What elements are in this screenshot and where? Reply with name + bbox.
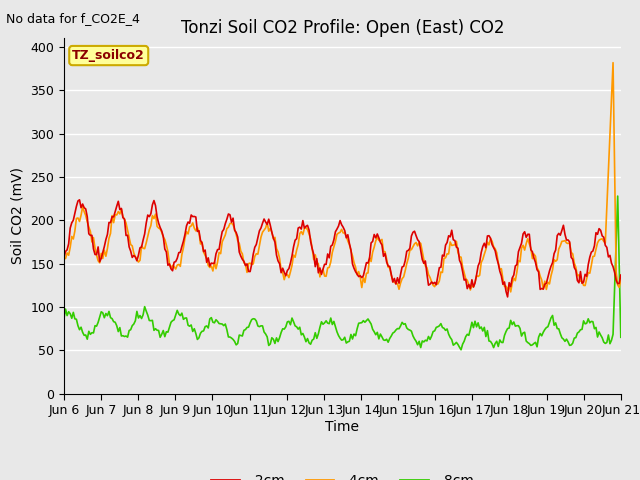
-8cm [457,347,465,353]
-4cm [244,261,252,266]
-2cm [246,269,254,275]
-2cm [228,219,236,225]
-2cm [617,272,625,278]
-8cm [244,324,252,330]
-4cm [60,256,68,262]
Y-axis label: Soil CO2 (mV): Soil CO2 (mV) [11,168,25,264]
-4cm [507,289,515,295]
-4cm [254,251,262,257]
-2cm [76,197,83,203]
-2cm [589,248,596,254]
-4cm [617,277,625,283]
Text: No data for f_CO2E_4: No data for f_CO2E_4 [6,12,140,25]
-8cm [129,323,136,328]
-2cm [504,294,511,300]
Title: Tonzi Soil CO2 Profile: Open (East) CO2: Tonzi Soil CO2 Profile: Open (East) CO2 [180,19,504,37]
-4cm [226,221,234,227]
-4cm [303,227,311,232]
Legend: -2cm, -4cm, -8cm: -2cm, -4cm, -8cm [205,468,479,480]
-8cm [588,319,595,324]
-4cm [588,263,595,268]
-2cm [305,227,313,233]
-8cm [226,334,234,340]
-4cm [609,60,617,66]
-2cm [255,228,263,234]
-8cm [60,315,68,321]
-8cm [617,335,625,340]
Line: -2cm: -2cm [64,200,621,297]
-8cm [614,193,621,199]
-8cm [303,336,311,341]
-2cm [60,254,68,260]
-4cm [129,243,136,249]
Line: -8cm: -8cm [64,196,621,350]
X-axis label: Time: Time [325,420,360,434]
-8cm [254,323,262,329]
Text: TZ_soilco2: TZ_soilco2 [72,49,145,62]
-2cm [130,252,138,258]
Line: -4cm: -4cm [64,63,621,292]
